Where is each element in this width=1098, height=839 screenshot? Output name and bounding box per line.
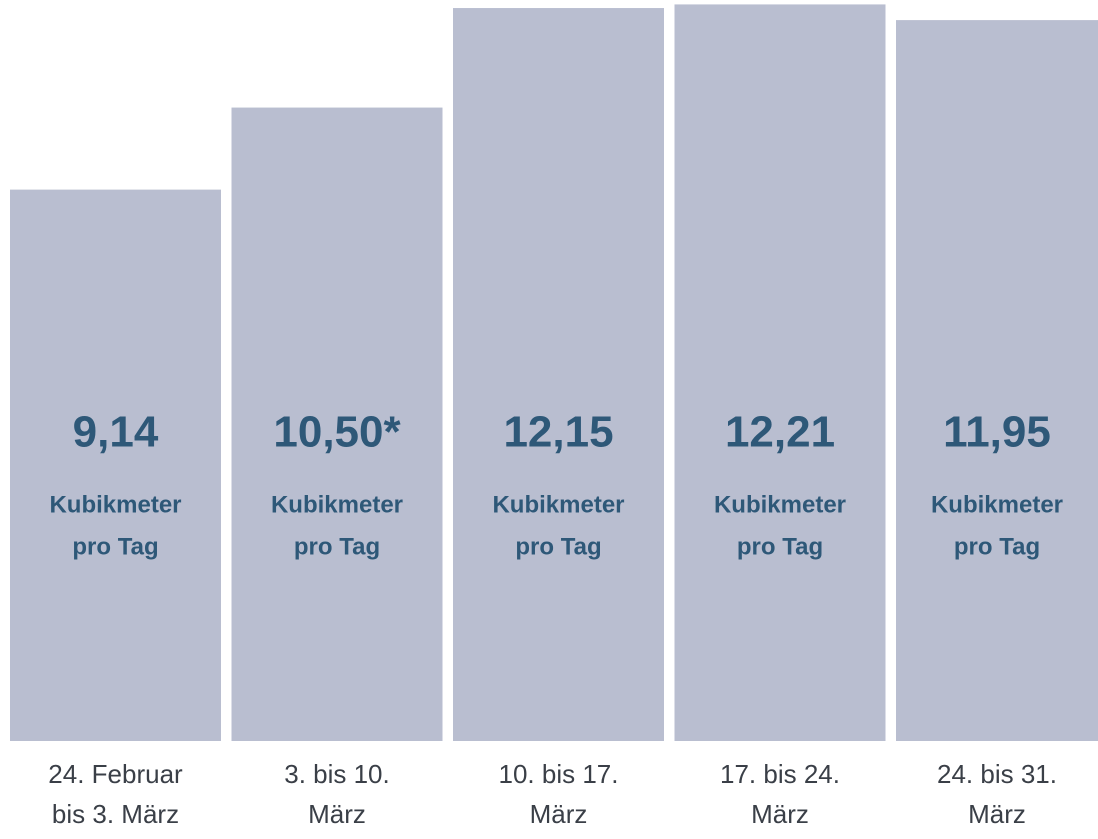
value-label: 10,50*	[273, 408, 401, 457]
bar	[896, 20, 1098, 741]
unit-label: Kubikmeter	[271, 491, 403, 518]
unit-label: Kubikmeter	[931, 491, 1063, 518]
x-tick-label: März	[968, 799, 1026, 829]
x-tick-label: bis 3. März	[52, 799, 179, 829]
unit-label: Kubikmeter	[714, 491, 846, 518]
x-tick-label: 24. bis 31.	[937, 759, 1057, 789]
x-tick-label: 10. bis 17.	[499, 759, 619, 789]
unit-label: pro Tag	[294, 533, 380, 560]
value-label: 9,14	[73, 408, 159, 457]
unit-label: pro Tag	[954, 533, 1040, 560]
x-tick-label: März	[530, 799, 588, 829]
value-label: 12,15	[503, 408, 613, 457]
x-tick-label: 3. bis 10.	[284, 759, 390, 789]
bar	[453, 8, 664, 741]
x-tick-label: 24. Februar	[48, 759, 183, 789]
value-label: 12,21	[725, 408, 835, 457]
unit-label: Kubikmeter	[49, 491, 181, 518]
unit-label: pro Tag	[72, 533, 158, 560]
value-label: 11,95	[943, 408, 1051, 457]
x-tick-label: 17. bis 24.	[720, 759, 840, 789]
unit-label: pro Tag	[737, 533, 823, 560]
bar	[10, 189, 221, 742]
unit-label: Kubikmeter	[492, 491, 624, 518]
bar	[231, 107, 443, 742]
unit-label: pro Tag	[515, 533, 601, 560]
x-tick-label: März	[308, 799, 366, 829]
bar	[674, 4, 886, 741]
x-tick-label: März	[751, 799, 809, 829]
